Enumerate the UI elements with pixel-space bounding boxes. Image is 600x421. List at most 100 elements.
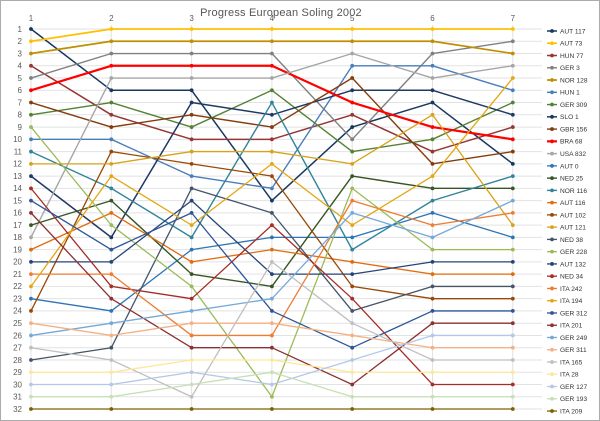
series-marker-ger-311 — [350, 333, 355, 338]
series-marker-ger-309 — [189, 125, 194, 129]
y-tick-label: 12 — [13, 160, 22, 169]
series-marker-aut-102 — [350, 284, 355, 289]
series-marker-ita-194 — [29, 284, 33, 289]
series-marker-ita-28 — [29, 370, 33, 375]
y-tick-label: 6 — [18, 86, 23, 95]
y-tick-label: 17 — [13, 221, 22, 230]
y-tick-label: 13 — [13, 172, 22, 181]
x-tick-label: 3 — [189, 14, 194, 23]
series-marker-ger-228 — [430, 247, 435, 252]
legend-item-label: ITA 201 — [560, 323, 583, 330]
series-marker-hun-1 — [29, 137, 33, 142]
series-marker-ita-201 — [270, 345, 274, 350]
series-marker-ger-193 — [270, 370, 274, 375]
series-marker-ned-25 — [270, 284, 274, 289]
series-marker-ger-249 — [189, 309, 194, 313]
series-marker-ned-34 — [350, 296, 355, 301]
series-marker-ger-311 — [109, 333, 114, 338]
y-tick-label: 16 — [13, 209, 22, 218]
legend-swatch-marker — [550, 262, 554, 266]
series-marker-ned-34 — [29, 186, 33, 191]
series-marker-nor-128 — [270, 39, 274, 44]
series-marker-ita-28 — [109, 370, 114, 375]
series-marker-ita-194 — [270, 161, 274, 166]
series-marker-ger-309 — [109, 100, 114, 105]
series-marker-aut-73 — [29, 39, 33, 44]
series-marker-ger-127 — [350, 358, 355, 362]
series-marker-nor-128 — [430, 39, 435, 44]
series-marker-aut-132 — [189, 198, 194, 203]
legend-item-label: NED 25 — [560, 176, 583, 183]
series-marker-nor-116 — [270, 100, 274, 105]
series-marker-ger-309 — [510, 100, 515, 105]
series-marker-hun-1 — [510, 88, 515, 93]
series-marker-ita-28 — [430, 370, 435, 375]
series-marker-ita-242 — [109, 272, 114, 277]
legend-swatch-marker — [550, 163, 554, 168]
legend-item-label: BRA 68 — [560, 139, 583, 146]
series-marker-ned-25 — [510, 186, 515, 191]
series-marker-slo-1 — [270, 112, 274, 117]
series-marker-bra-68 — [430, 125, 435, 129]
series-marker-usa-832 — [189, 76, 194, 80]
series-marker-ger-312 — [350, 345, 355, 350]
series-marker-aut-132 — [510, 260, 515, 264]
legend-item-label: GER 193 — [560, 396, 587, 403]
legend-swatch-marker — [550, 249, 554, 254]
series-marker-aut-0 — [189, 247, 194, 252]
series-marker-hun-77 — [109, 112, 114, 117]
series-marker-ger-312 — [510, 309, 515, 313]
legend-swatch-marker — [550, 102, 554, 107]
x-tick-label: 2 — [109, 14, 114, 23]
legend-item-label: NOR 116 — [560, 188, 587, 195]
y-tick-label: 31 — [13, 393, 22, 402]
series-marker-ger-228 — [510, 247, 515, 252]
y-tick-label: 18 — [13, 233, 22, 242]
y-tick-label: 4 — [18, 62, 23, 71]
legend-swatch-marker — [550, 384, 554, 389]
legend-item-label: USA 832 — [560, 151, 586, 158]
legend-item-label: AUT 116 — [560, 200, 586, 207]
series-marker-ita-165 — [29, 345, 33, 350]
series-marker-ned-34 — [510, 382, 515, 387]
series-marker-slo-1 — [510, 112, 515, 117]
series-marker-hun-1 — [270, 186, 274, 191]
series-marker-ger-3 — [270, 51, 274, 56]
series-marker-bra-68 — [189, 63, 194, 68]
legend-swatch-marker — [550, 114, 554, 119]
legend-swatch-marker — [550, 151, 554, 156]
series-marker-nor-116 — [29, 149, 33, 154]
legend-item-label: AUT 117 — [560, 28, 586, 35]
y-tick-label: 1 — [18, 25, 23, 34]
y-tick-label: 26 — [13, 331, 22, 340]
series-marker-aut-116 — [109, 210, 114, 215]
series-marker-ita-201 — [430, 321, 435, 326]
series-marker-ger-249 — [109, 321, 114, 326]
series-marker-aut-0 — [29, 296, 33, 301]
legend-swatch-marker — [550, 29, 554, 33]
series-marker-gbr-156 — [189, 112, 194, 117]
series-marker-aut-0 — [270, 235, 274, 240]
legend-item-label: NOR 128 — [560, 77, 588, 84]
y-tick-label: 15 — [13, 196, 22, 205]
series-marker-slo-1 — [350, 88, 355, 93]
legend-swatch-marker — [550, 41, 554, 46]
legend-item-label: HUN 77 — [560, 53, 584, 60]
series-marker-ita-242 — [29, 272, 33, 277]
series-marker-ger-249 — [29, 333, 33, 338]
series-marker-aut-121 — [29, 161, 33, 166]
series-marker-ger-193 — [189, 382, 194, 387]
y-tick-label: 22 — [13, 282, 22, 291]
y-tick-label: 11 — [14, 147, 23, 156]
series-marker-usa-832 — [270, 76, 274, 80]
series-marker-ita-194 — [350, 223, 355, 228]
series-marker-bra-68 — [270, 63, 274, 68]
series-marker-ned-38 — [109, 345, 114, 350]
series-marker-aut-73 — [109, 27, 114, 31]
series-marker-hun-77 — [350, 112, 355, 117]
series-marker-ger-193 — [109, 394, 114, 399]
series-marker-ita-242 — [350, 198, 355, 203]
series-marker-nor-128 — [109, 39, 114, 44]
series-marker-ita-209 — [109, 407, 114, 411]
series-marker-gbr-156 — [510, 149, 515, 154]
